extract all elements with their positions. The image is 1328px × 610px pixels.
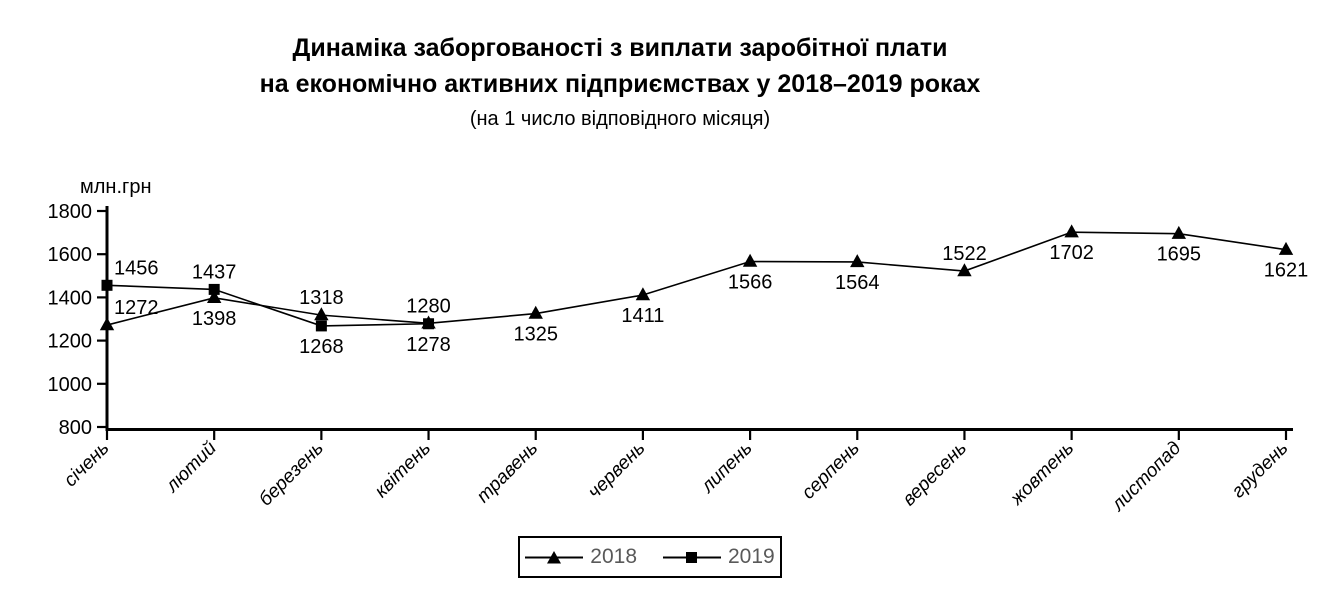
data-label-2018-6: 1566 [728,272,773,294]
legend-label-2019: 2019 [728,545,775,568]
x-tick-label-11: грудень [1228,438,1293,503]
legend-item-2018: 2018 [525,545,637,569]
series-line-2018 [106,231,1287,326]
y-axis-unit-label: млн.грн [80,176,151,198]
data-label-2019-1: 1437 [192,261,237,283]
x-tick-label-7: серпень [798,438,864,504]
data-label-2018-10: 1695 [1157,244,1202,266]
x-tick-label-9: жовтень [1006,438,1078,510]
data-label-2018-1: 1398 [192,308,237,330]
chart-subtitle: (на 1 число відповідного місяця) [469,108,771,130]
legend-label-2018: 2018 [590,545,637,568]
marker-square-2019-2 [315,320,327,332]
data-label-2018-7: 1564 [835,272,880,294]
y-tick-label: 800 [59,417,92,439]
marker-triangle-2018-1 [206,290,222,304]
data-label-2018-2: 1318 [299,287,344,309]
marker-triangle-2018-8 [957,263,972,277]
data-label-2018-8: 1522 [942,243,987,265]
marker-triangle-2018-10 [1171,225,1187,239]
marker-triangle-2018-0 [99,317,115,331]
y-tick-label: 1200 [48,331,93,353]
data-label-2018-11: 1621 [1264,260,1309,282]
marker-triangle-2018-7 [850,254,865,268]
chart-title-line2: на економічно активних підприємствах у 2… [259,70,981,98]
marker-square-2019-1 [208,283,220,295]
chart-header: Динаміка заборгованості з виплати заробі… [0,30,1240,134]
x-tick-label-1: лютий [161,437,221,497]
x-tick-label-0: січень [60,438,113,491]
marker-triangle-2018-6 [742,253,758,267]
series-line-2019 [106,284,429,327]
marker-triangle-2018-2 [314,307,329,321]
data-label-2018-5: 1411 [621,305,664,327]
y-tick-label: 1600 [48,244,93,266]
data-label-2018-0: 1272 [114,297,159,319]
data-label-2019-0: 1456 [114,257,159,279]
chart-legend: 2018 2019 [518,536,782,578]
marker-square-2019-3 [423,318,435,330]
y-tick-label: 1800 [48,201,93,223]
chart-title-line1: Динаміка заборгованості з виплати заробі… [292,34,948,62]
marker-square-2019-0 [101,279,113,291]
x-tick-label-5: червень [584,438,649,503]
data-label-2019-2: 1268 [299,336,344,358]
legend-2018-line-triangle-marker-icon [525,550,584,563]
marker-triangle-2018-5 [635,287,651,301]
marker-triangle-2018-9 [1064,224,1079,238]
marker-triangle-2018-4 [528,305,543,319]
x-tick-label-3: квітень [371,438,435,502]
y-tick-label: 1000 [48,374,93,396]
x-tick-label-4: травень [473,438,542,507]
marker-triangle-2018-11 [1278,241,1294,255]
legend-2019-line-square-marker-icon [663,551,721,563]
x-tick-label-8: вересень [899,438,971,510]
data-label-2018-4: 1325 [513,324,558,346]
x-tick-label-10: листопад [1107,438,1185,516]
legend-item-2019: 2019 [663,545,775,569]
x-tick-label-6: липень [697,438,757,498]
y-tick-label: 1400 [48,287,93,309]
x-tick-label-2: березень [255,438,328,511]
data-label-2018-3: 1280 [406,295,451,317]
data-label-2018-9: 1702 [1049,242,1094,264]
data-label-2019-3: 1278 [406,334,451,356]
